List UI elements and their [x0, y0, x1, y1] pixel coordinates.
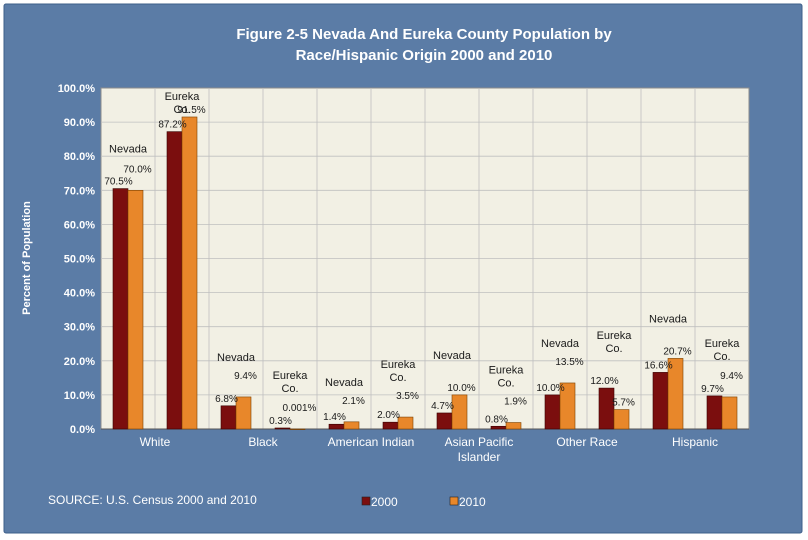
data-label-2010: 2.1% — [342, 396, 365, 407]
bar-2000 — [490, 425, 507, 430]
chart-title-line2: Race/Hispanic Origin 2000 and 2010 — [296, 47, 553, 64]
data-label-2000: 6.8% — [215, 394, 238, 405]
data-label-2010: 91.5% — [177, 105, 205, 116]
bar-2010 — [613, 409, 630, 430]
geography-label: Nevada — [325, 377, 364, 389]
y-tick-label: 70.0% — [64, 185, 95, 197]
data-label-2010: 9.4% — [234, 371, 257, 382]
data-label-2010: 5.7% — [612, 398, 635, 409]
gridlines — [101, 88, 749, 430]
bar-2010 — [559, 382, 576, 430]
data-label-2000: 1.4% — [323, 412, 346, 423]
category-label: Black — [248, 435, 278, 449]
bar-2010 — [343, 421, 360, 430]
category-label: Asian Pacific Islander — [445, 435, 514, 464]
y-tick-label: 80.0% — [64, 151, 95, 163]
bar-2000 — [112, 188, 129, 430]
bar-2000 — [220, 405, 237, 430]
y-tick-label: 60.0% — [64, 219, 95, 231]
data-label-2000: 2.0% — [377, 410, 400, 421]
bar-2010 — [397, 416, 414, 430]
geography-label: Nevada — [109, 144, 148, 156]
bar-2010 — [127, 190, 144, 430]
category-label: American Indian — [328, 435, 415, 449]
bar-2010 — [181, 116, 198, 430]
data-label-2000: 70.5% — [104, 177, 132, 188]
geography-label: Nevada — [217, 352, 256, 364]
category-label: Hispanic — [672, 435, 718, 449]
legend: 2000 2010 — [361, 495, 486, 509]
legend-label: 2000 — [371, 495, 398, 509]
bar-2000 — [436, 412, 453, 430]
data-label-2010: 70.0% — [123, 164, 151, 175]
y-tick-label: 30.0% — [64, 322, 95, 334]
bar-2000 — [652, 372, 669, 430]
legend-swatch — [361, 496, 371, 506]
data-label-2010: 3.5% — [396, 391, 419, 402]
data-label-2010: 13.5% — [555, 357, 583, 368]
data-label-2000: 0.3% — [269, 416, 292, 427]
geography-label: Eureka Co. — [705, 338, 741, 363]
y-tick-label: 0.0% — [70, 424, 95, 436]
chart-title-line1: Figure 2-5 Nevada And Eureka County Popu… — [236, 26, 612, 43]
data-label-2010: 0.001% — [283, 403, 317, 414]
data-label-2010: 10.0% — [447, 383, 475, 394]
geography-label: Eureka Co. — [165, 91, 201, 116]
data-label-2000: 16.6% — [644, 360, 672, 371]
geography-label: Eureka Co. — [273, 370, 309, 395]
y-tick-label: 50.0% — [64, 254, 95, 266]
data-label-2000: 4.7% — [431, 401, 454, 412]
bar-2000 — [274, 427, 291, 430]
bars — [112, 116, 738, 430]
geography-label: Eureka Co. — [489, 365, 525, 390]
y-tick-label: 90.0% — [64, 117, 95, 129]
bar-2000 — [544, 394, 561, 430]
data-label-2010: 1.9% — [504, 397, 527, 408]
bar-2000 — [166, 131, 183, 430]
bar-2010 — [721, 396, 738, 430]
bar-2010 — [667, 358, 684, 430]
data-label-2000: 12.0% — [590, 376, 618, 387]
bar-2010 — [451, 394, 468, 430]
y-tick-label: 100.0% — [58, 83, 96, 95]
y-tick-label: 20.0% — [64, 356, 95, 368]
data-label-2000: 9.7% — [701, 384, 724, 395]
legend-swatch — [449, 496, 459, 506]
bar-2010 — [289, 428, 306, 430]
y-tick-label: 40.0% — [64, 288, 95, 300]
bar-2000 — [598, 387, 615, 430]
bar-2010 — [235, 396, 252, 430]
y-axis-tick-labels: 0.0% 10.0% 20.0% 30.0% 40.0% 50.0% 60.0% 70.0% 8… — [58, 83, 96, 436]
data-label-2010: 20.7% — [663, 346, 691, 357]
category-label: White — [140, 435, 171, 449]
data-label-2000: 0.8% — [485, 414, 508, 425]
y-tick-label: 10.0% — [64, 390, 95, 402]
geography-label: Eureka Co. — [597, 330, 633, 355]
geography-label: Nevada — [433, 350, 472, 362]
bar-2010 — [505, 422, 522, 430]
category-labels: White Black American Indian Asian Pacific Is… — [140, 435, 718, 464]
geography-label: Nevada — [541, 338, 580, 350]
data-label-2010: 9.4% — [720, 371, 743, 382]
geography-label: Eureka Co. — [381, 359, 417, 384]
source-note: SOURCE: U.S. Census 2000 and 2010 — [48, 493, 257, 507]
data-label-2000: 10.0% — [536, 383, 564, 394]
category-label: Other Race — [556, 435, 618, 449]
data-label-2000: 87.2% — [158, 120, 186, 131]
geography-label: Nevada — [649, 313, 688, 325]
bar-2000 — [706, 395, 723, 430]
bar-2000 — [328, 423, 345, 430]
y-axis-title: Percent of Population — [21, 201, 33, 315]
legend-label: 2010 — [459, 495, 486, 509]
bar-2000 — [382, 421, 399, 430]
